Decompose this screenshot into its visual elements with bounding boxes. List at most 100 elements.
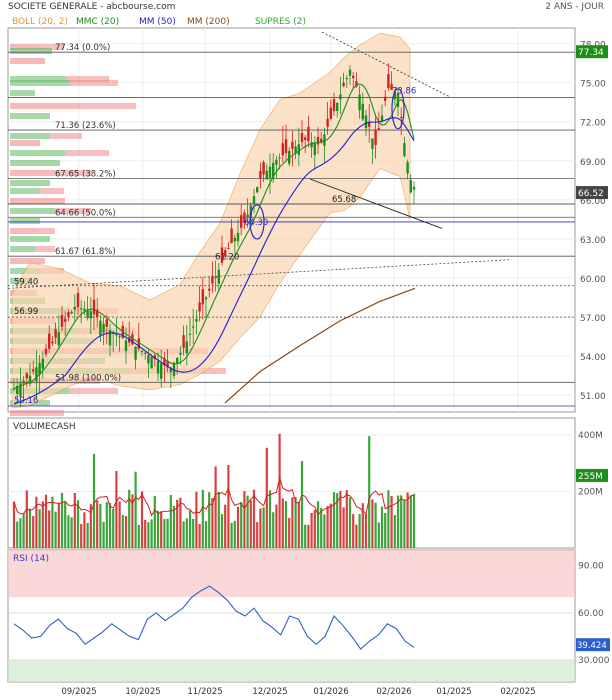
volume-bar bbox=[188, 510, 192, 548]
volume-current-badge-bg bbox=[576, 468, 608, 482]
sr-label: 50.16 bbox=[14, 396, 38, 406]
volume-bar bbox=[275, 504, 278, 548]
volume-bar bbox=[240, 501, 243, 548]
y-tick-label: 54.00 bbox=[580, 353, 606, 363]
candle-body bbox=[326, 118, 329, 127]
volume-bar bbox=[54, 511, 57, 548]
price-panel: 51.00 54.00 57.00 60.00 63.00 66.00 69.00 72.00… bbox=[7, 27, 608, 426]
candle-body bbox=[41, 358, 44, 369]
volume-bar bbox=[118, 501, 121, 548]
volume-profile-bar bbox=[10, 218, 40, 224]
y-tick-label: 57.00 bbox=[580, 314, 606, 324]
candle-body bbox=[144, 352, 147, 354]
candle-body bbox=[339, 94, 342, 100]
volume-bar bbox=[310, 512, 313, 548]
volume-bar bbox=[294, 496, 297, 548]
candle-body bbox=[284, 139, 288, 154]
y-tick-label: 90.00 bbox=[578, 562, 604, 572]
x-tick-label: 01/2026 bbox=[313, 687, 348, 697]
sr-label: 64.30 bbox=[244, 218, 268, 228]
candle-body bbox=[153, 355, 156, 360]
volume-profile-bar bbox=[10, 246, 35, 252]
volume-bar bbox=[121, 514, 124, 548]
candle-body bbox=[348, 69, 352, 76]
candle-body bbox=[137, 338, 140, 349]
candle-body bbox=[412, 186, 416, 190]
volume-bar bbox=[214, 466, 217, 548]
volume-profile-bar bbox=[10, 160, 60, 166]
volume-profile-bar bbox=[55, 170, 91, 176]
volume-bar bbox=[355, 524, 358, 548]
fib-label: 71.36 (23.6%) bbox=[55, 121, 116, 131]
volume-bar bbox=[28, 508, 32, 548]
candle-body bbox=[204, 297, 208, 300]
candle-body bbox=[403, 143, 406, 156]
volume-profile-bar bbox=[10, 90, 35, 96]
candle-body bbox=[294, 146, 297, 154]
volume-bar bbox=[390, 495, 393, 548]
volume-bar bbox=[160, 511, 163, 548]
volume-bar bbox=[96, 500, 99, 548]
candle-body bbox=[227, 247, 230, 249]
volume-bar bbox=[227, 465, 230, 548]
candle-body bbox=[140, 350, 144, 352]
volume-bar bbox=[89, 504, 92, 548]
last-price-badge-bg bbox=[576, 45, 608, 59]
candle-body bbox=[368, 121, 371, 127]
volume-bar bbox=[80, 524, 83, 548]
volume-bar bbox=[112, 508, 115, 548]
candle-body bbox=[185, 341, 188, 354]
volume-bar bbox=[316, 501, 320, 548]
volume-profile-bar bbox=[10, 133, 50, 139]
candle-body bbox=[371, 138, 374, 149]
volume-bar bbox=[332, 492, 336, 548]
volume-profile-bar bbox=[10, 76, 65, 82]
candle-body bbox=[214, 276, 217, 279]
volume-bar bbox=[345, 490, 348, 548]
volume-bar bbox=[288, 517, 291, 548]
x-tick-label: 02/2026 bbox=[376, 687, 411, 697]
volume-bar bbox=[246, 495, 249, 548]
volume-profile-bar bbox=[35, 246, 55, 252]
candle-body bbox=[252, 196, 256, 204]
volume-panel: VOLUMECASH 400M 200M 255M bbox=[7, 417, 608, 549]
volume-profile-bar bbox=[10, 48, 52, 54]
candle-body bbox=[16, 385, 19, 394]
legend-item: MM (200) bbox=[187, 17, 230, 27]
legend-item: BOLL (20, 2) bbox=[12, 17, 68, 27]
volume-bar bbox=[41, 501, 44, 548]
candle-body bbox=[236, 232, 240, 242]
volume-bar bbox=[153, 496, 156, 548]
volume-bar bbox=[35, 496, 38, 548]
y-tick-label: 60.00 bbox=[578, 609, 604, 619]
volume-bar bbox=[64, 501, 67, 548]
volume-bar bbox=[352, 514, 355, 548]
candle-body bbox=[195, 318, 198, 322]
candle-body bbox=[387, 74, 390, 89]
candle-body bbox=[128, 337, 131, 343]
volume-bar bbox=[236, 506, 240, 548]
candle-body bbox=[208, 288, 211, 291]
candle-body bbox=[406, 162, 409, 174]
volume-bar bbox=[32, 515, 35, 548]
volume-bar bbox=[217, 491, 220, 548]
y-tick-label: 60.00 bbox=[580, 275, 606, 285]
candle-body bbox=[259, 170, 262, 179]
ma200-line bbox=[224, 287, 416, 404]
candle-body bbox=[224, 250, 227, 256]
candle-body bbox=[51, 341, 54, 344]
volume-profile-bar bbox=[10, 103, 80, 109]
y-tick-label: 72.00 bbox=[580, 119, 606, 129]
candle-body bbox=[57, 332, 60, 346]
volume-bar bbox=[313, 510, 316, 548]
volume-bar bbox=[19, 518, 22, 548]
volume-profile-bar bbox=[70, 388, 118, 394]
candle-body bbox=[332, 99, 336, 112]
fib-label: 77.34 (0.0%) bbox=[55, 43, 110, 53]
bollinger-band bbox=[11, 32, 411, 409]
volume-bar bbox=[281, 498, 284, 548]
y-tick-label: 51.00 bbox=[580, 392, 606, 402]
volume-bar bbox=[224, 504, 227, 548]
volume-bar bbox=[380, 506, 384, 548]
candle-body bbox=[25, 373, 28, 379]
